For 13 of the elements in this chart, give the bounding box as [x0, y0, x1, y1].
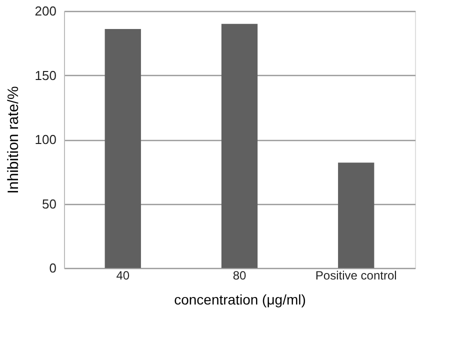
y-axis-title: Inhibition rate/%: [4, 86, 22, 194]
y-tick-label: 100: [34, 132, 56, 147]
bar: [221, 24, 258, 268]
x-tick-label: Positive control: [315, 268, 397, 282]
y-tick-label: 200: [34, 4, 56, 18]
bar: [338, 162, 374, 268]
x-axis-title: concentration (μg/ml): [174, 292, 306, 308]
y-tick-label: 0: [49, 260, 56, 276]
bar: [104, 28, 141, 268]
y-tick-label: 150: [34, 68, 56, 83]
x-tick-label: 40: [116, 268, 130, 282]
x-tick-label: 80: [232, 268, 246, 282]
y-tick-label: 50: [42, 196, 56, 212]
